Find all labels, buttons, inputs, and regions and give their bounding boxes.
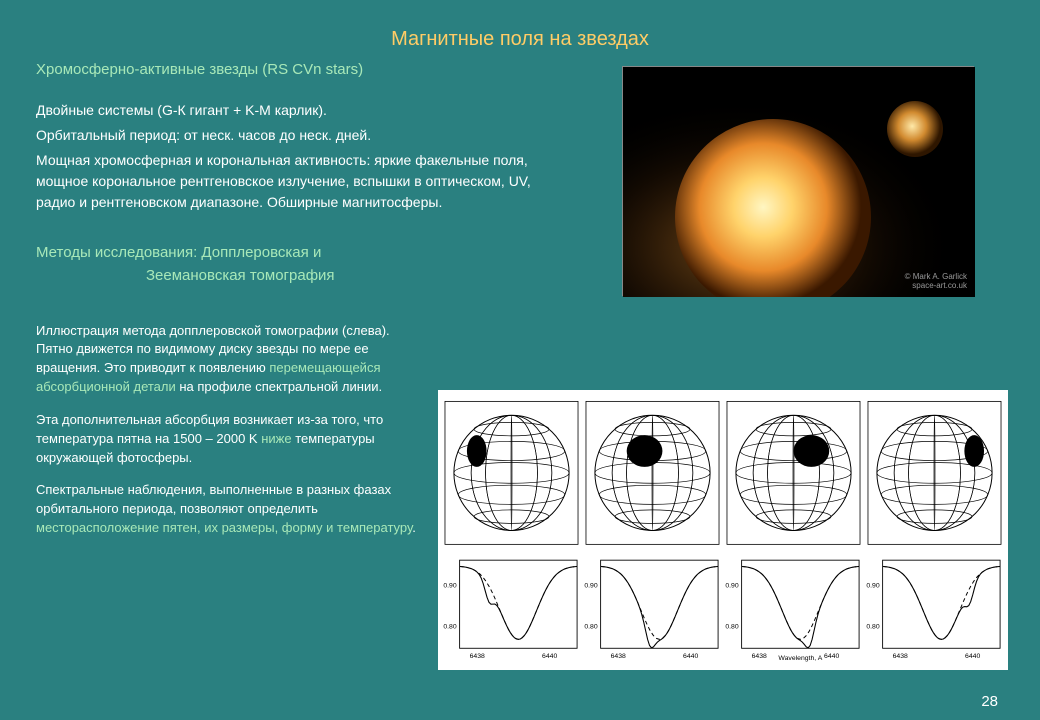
svg-text:6438: 6438 (611, 653, 626, 660)
svg-text:6440: 6440 (542, 653, 557, 660)
svg-text:Wavelength, A: Wavelength, A (778, 655, 822, 662)
svg-text:6440: 6440 (965, 653, 980, 660)
body-p1: Двойные системы (G-К гигант + K-М карлик… (36, 100, 556, 121)
svg-text:0.80: 0.80 (866, 623, 880, 630)
spectrum-cell: 0.90 0.80 6438 6440 Wavelength, A (724, 552, 863, 666)
credit-line2: space-art.co.uk (905, 282, 967, 291)
globe-cell (724, 394, 863, 552)
svg-text:0.80: 0.80 (584, 623, 598, 630)
globe-cell (583, 394, 722, 552)
left-p2: Эта дополнительная абсорбция возникает и… (36, 411, 426, 468)
spectra-row: 0.90 0.80 6438 6440 0.90 0.80 6438 6440 … (442, 552, 1004, 666)
page-number: 28 (981, 693, 998, 710)
left-p3: Спектральные наблюдения, выполненные в р… (36, 481, 426, 538)
left-p1: Иллюстрация метода допплеровской томогра… (36, 322, 426, 397)
left-p3b: . (412, 520, 416, 535)
spectrum-cell: 0.90 0.80 6438 6440 (865, 552, 1004, 666)
svg-text:0.90: 0.90 (725, 582, 739, 589)
svg-text:0.90: 0.90 (443, 582, 457, 589)
globes-row (442, 394, 1004, 552)
svg-text:6438: 6438 (752, 653, 767, 660)
left-p2-highlight: ниже (261, 431, 291, 446)
globe-cell (865, 394, 1004, 552)
doppler-figure: 0.90 0.80 6438 6440 0.90 0.80 6438 6440 … (438, 390, 1008, 670)
left-p1b: на профиле спектральной линии. (176, 379, 382, 394)
spectrum-cell: 0.90 0.80 6438 6440 (442, 552, 581, 666)
left-p3-highlight: месторасположение пятен, их размеры, фор… (36, 520, 412, 535)
svg-text:6440: 6440 (824, 653, 839, 660)
svg-text:6440: 6440 (683, 653, 698, 660)
spectrum-cell: 0.90 0.80 6438 6440 (583, 552, 722, 666)
image-credit: © Mark A. Garlick space-art.co.uk (905, 273, 967, 291)
globe-cell (442, 394, 581, 552)
svg-text:0.80: 0.80 (443, 623, 457, 630)
slide-title: Магнитные поля на звездах (0, 0, 1040, 61)
binary-star-image: © Mark A. Garlick space-art.co.uk (622, 66, 974, 296)
svg-text:0.80: 0.80 (725, 623, 739, 630)
svg-text:0.90: 0.90 (866, 582, 880, 589)
body-text: Двойные системы (G-К гигант + K-М карлик… (36, 100, 556, 213)
left-p3a: Спектральные наблюдения, выполненные в р… (36, 482, 391, 516)
svg-text:6438: 6438 (470, 653, 485, 660)
body-p3: Мощная хромосферная и корональная активн… (36, 150, 556, 213)
svg-text:0.90: 0.90 (584, 582, 598, 589)
left-column: Иллюстрация метода допплеровской томогра… (36, 322, 426, 552)
svg-text:6438: 6438 (893, 653, 908, 660)
body-p2: Орбитальный период: от неск. часов до не… (36, 125, 556, 146)
